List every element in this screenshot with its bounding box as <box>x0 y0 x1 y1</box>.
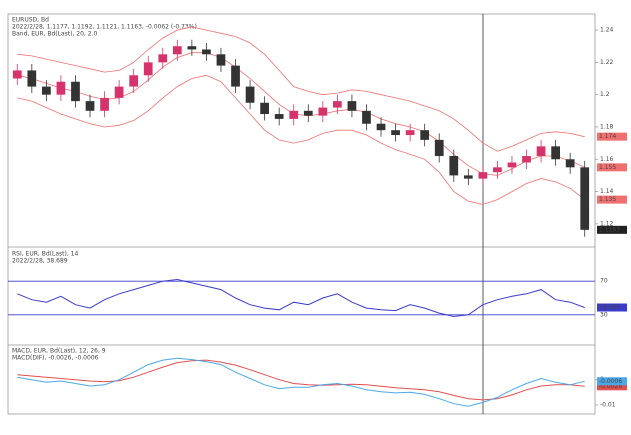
y-tick-label: -0.01 <box>600 401 616 408</box>
candle-body <box>289 110 299 119</box>
candle-body <box>420 130 430 140</box>
value-tag <box>597 377 627 386</box>
value-tag-label: 1.174 <box>599 133 616 140</box>
candle-body <box>565 159 575 168</box>
candle-body <box>202 49 211 55</box>
candle-body <box>434 139 444 157</box>
candle-body <box>536 146 546 157</box>
candle-body <box>463 175 473 179</box>
y-tick-label: 70 <box>600 278 608 285</box>
candle-body <box>303 110 313 116</box>
last-price-tag <box>597 225 627 234</box>
candle-body <box>318 107 328 116</box>
candle-body <box>56 81 66 95</box>
value-tag-label: 38.689 <box>599 304 620 311</box>
value-tag-label: 1.135 <box>599 196 616 203</box>
candle-body <box>551 146 560 160</box>
band-label: Band, EUR, Bd(Last), 20, 2.0 <box>12 31 97 38</box>
last-price-label: 1.1163 <box>599 226 620 233</box>
candle-body <box>114 86 124 98</box>
candle-body <box>172 46 182 55</box>
candle-body <box>231 65 240 87</box>
y-tick-label: 1.2 <box>600 91 610 98</box>
candle-body <box>260 102 269 115</box>
candle-body <box>478 172 488 179</box>
y-tick-label: 1.12 <box>600 220 614 227</box>
series-line <box>17 278 585 318</box>
value-tag-label: -0.0006 <box>599 378 622 385</box>
y-tick-label: 1.14 <box>600 188 614 195</box>
y-tick-label: 30 <box>600 311 608 318</box>
series-line <box>17 357 585 407</box>
candle-body <box>347 101 357 111</box>
candle-body <box>493 167 502 173</box>
panel-title: EURUSD, Bd <box>12 17 49 24</box>
panel-subtitle: 2022/2/28, 1.1177, 1.1192, 1.1121, 1.116… <box>12 24 197 31</box>
candle-body <box>333 101 342 108</box>
value-tag-label: -0.0026 <box>599 383 622 390</box>
candle-body <box>274 114 284 119</box>
value-tag <box>597 303 627 312</box>
candle-body <box>362 110 371 124</box>
candle-body <box>245 86 255 103</box>
y-tick-label: 1.22 <box>600 59 614 66</box>
candle-body <box>158 54 168 63</box>
candle-body <box>143 62 153 76</box>
series-line <box>17 74 585 205</box>
candle-body <box>216 54 226 66</box>
series-line <box>17 359 585 401</box>
value-tag <box>597 163 627 172</box>
candle-body <box>27 70 37 87</box>
series-line <box>17 26 585 152</box>
y-tick-label: 1.24 <box>600 27 614 34</box>
candle-body <box>42 86 51 95</box>
candle-body <box>187 46 197 50</box>
candle-body <box>100 97 109 111</box>
plot-frame <box>7 13 596 415</box>
value-tag <box>597 195 627 204</box>
candle-body <box>129 75 139 87</box>
y-tick-label: 1.18 <box>600 123 614 130</box>
candle-body <box>12 70 22 79</box>
candle-body <box>522 156 531 163</box>
panel-subtitle: MACD(DIF), -0.0026, -0.0006 <box>12 355 99 362</box>
panel-title: MACD, EUR, Bd(Last), 12, 26, 9 <box>12 348 106 355</box>
candle-body <box>391 130 400 136</box>
candle-body <box>449 156 459 176</box>
series-line <box>17 52 585 176</box>
value-tag-label: 1.155 <box>599 164 616 171</box>
panel-subtitle: 2022/2/28, 38.689 <box>12 258 68 265</box>
candle-body <box>85 101 95 111</box>
candle-body <box>71 81 80 102</box>
candle-body <box>405 130 415 136</box>
panel-title: RSI, EUR, Bd(Last), 14 <box>12 251 78 258</box>
value-tag <box>597 132 627 141</box>
candle-body <box>376 123 386 131</box>
candle-body <box>507 162 517 168</box>
value-tag <box>597 382 627 391</box>
candle-body <box>580 167 590 230</box>
y-tick-label: 1.16 <box>600 156 614 163</box>
